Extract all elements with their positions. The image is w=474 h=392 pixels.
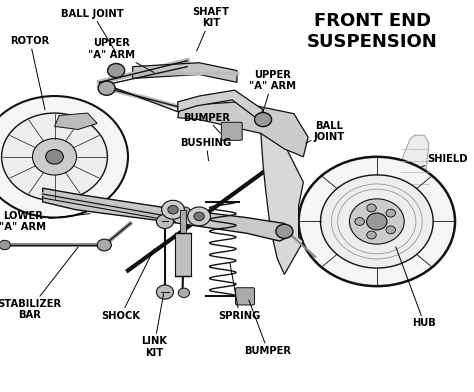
Circle shape xyxy=(46,149,64,164)
Circle shape xyxy=(32,139,76,175)
Polygon shape xyxy=(401,135,429,206)
Text: BALL JOINT: BALL JOINT xyxy=(61,9,124,53)
Circle shape xyxy=(194,212,204,221)
Text: FRONT END
SUSPENSION: FRONT END SUSPENSION xyxy=(307,12,438,51)
Circle shape xyxy=(349,199,404,244)
Text: ROTOR: ROTOR xyxy=(10,36,50,110)
Circle shape xyxy=(188,207,210,226)
Polygon shape xyxy=(258,110,303,274)
Circle shape xyxy=(179,207,191,216)
Polygon shape xyxy=(178,102,308,157)
Text: BUMPER: BUMPER xyxy=(244,300,292,356)
Text: BUMPER: BUMPER xyxy=(182,113,230,133)
Circle shape xyxy=(156,214,173,229)
Text: HUB: HUB xyxy=(396,247,436,328)
Text: STABILIZER
BAR: STABILIZER BAR xyxy=(0,247,78,321)
Circle shape xyxy=(299,157,455,286)
Circle shape xyxy=(276,224,293,238)
Circle shape xyxy=(0,240,10,250)
Circle shape xyxy=(320,175,433,268)
Circle shape xyxy=(156,285,173,299)
Circle shape xyxy=(355,218,365,225)
Text: LOWER
"A" ARM: LOWER "A" ARM xyxy=(0,211,90,232)
Circle shape xyxy=(1,113,108,201)
Circle shape xyxy=(97,239,111,251)
Bar xyxy=(175,233,191,276)
Polygon shape xyxy=(178,90,263,120)
Text: SHAFT
KIT: SHAFT KIT xyxy=(192,7,229,51)
Text: BALL
JOINT: BALL JOINT xyxy=(306,120,345,143)
Text: SHOCK: SHOCK xyxy=(101,249,154,321)
Text: UPPER
"A" ARM: UPPER "A" ARM xyxy=(88,38,154,73)
Polygon shape xyxy=(55,113,97,129)
FancyBboxPatch shape xyxy=(221,122,242,140)
FancyBboxPatch shape xyxy=(236,288,255,305)
Bar xyxy=(180,210,186,233)
Circle shape xyxy=(386,226,395,234)
Circle shape xyxy=(0,96,128,218)
Text: BUSHING: BUSHING xyxy=(181,138,232,161)
Circle shape xyxy=(178,288,190,298)
Circle shape xyxy=(367,213,387,230)
Circle shape xyxy=(98,81,115,95)
Circle shape xyxy=(255,113,272,127)
Circle shape xyxy=(386,209,395,217)
Text: LINK
KIT: LINK KIT xyxy=(141,294,167,358)
Text: SHIELD: SHIELD xyxy=(422,154,468,167)
Text: SPRING: SPRING xyxy=(218,263,261,321)
Text: UPPER
"A" ARM: UPPER "A" ARM xyxy=(249,69,296,112)
Polygon shape xyxy=(133,63,237,82)
Circle shape xyxy=(367,231,376,239)
Circle shape xyxy=(162,200,184,219)
Circle shape xyxy=(168,205,178,214)
Circle shape xyxy=(108,64,125,78)
Polygon shape xyxy=(43,188,292,241)
Circle shape xyxy=(367,204,376,212)
